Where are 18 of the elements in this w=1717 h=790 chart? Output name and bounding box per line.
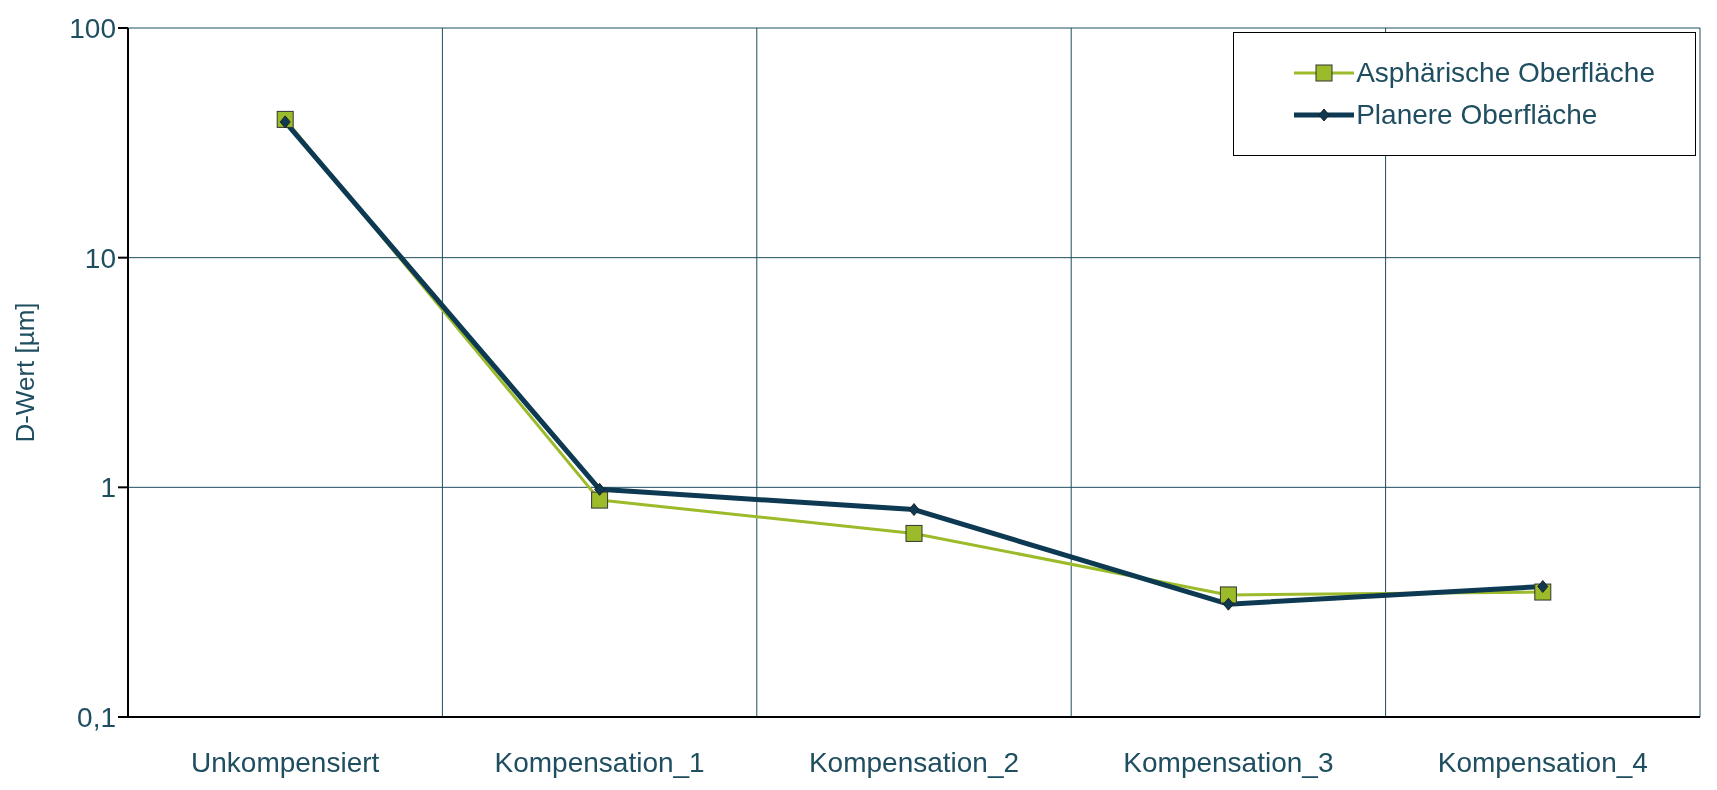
point xyxy=(908,503,920,517)
y-tick-label: 1 xyxy=(100,472,116,504)
point xyxy=(279,115,291,129)
y-tick-label: 10 xyxy=(84,242,116,274)
x-tick-label: Kompensation_2 xyxy=(808,746,1020,778)
x-tick-label: Kompensation_4 xyxy=(1437,746,1648,778)
y-tick-label: 0,1 xyxy=(77,701,116,733)
legend-label: Planere Oberfläche xyxy=(1356,99,1598,131)
x-tick-label: Kompensation_1 xyxy=(494,746,705,778)
y-tick-label: 100 xyxy=(69,12,116,44)
x-tick-label: Kompensation_3 xyxy=(1123,746,1334,778)
legend-label: Asphärische Oberfläche xyxy=(1356,57,1655,89)
point xyxy=(591,491,609,509)
y-axis-title: D-Wert [µm] xyxy=(10,302,41,443)
point xyxy=(594,482,606,496)
point xyxy=(1222,597,1234,611)
x-tick-label: Unkompensiert xyxy=(191,746,380,778)
point xyxy=(905,524,923,542)
